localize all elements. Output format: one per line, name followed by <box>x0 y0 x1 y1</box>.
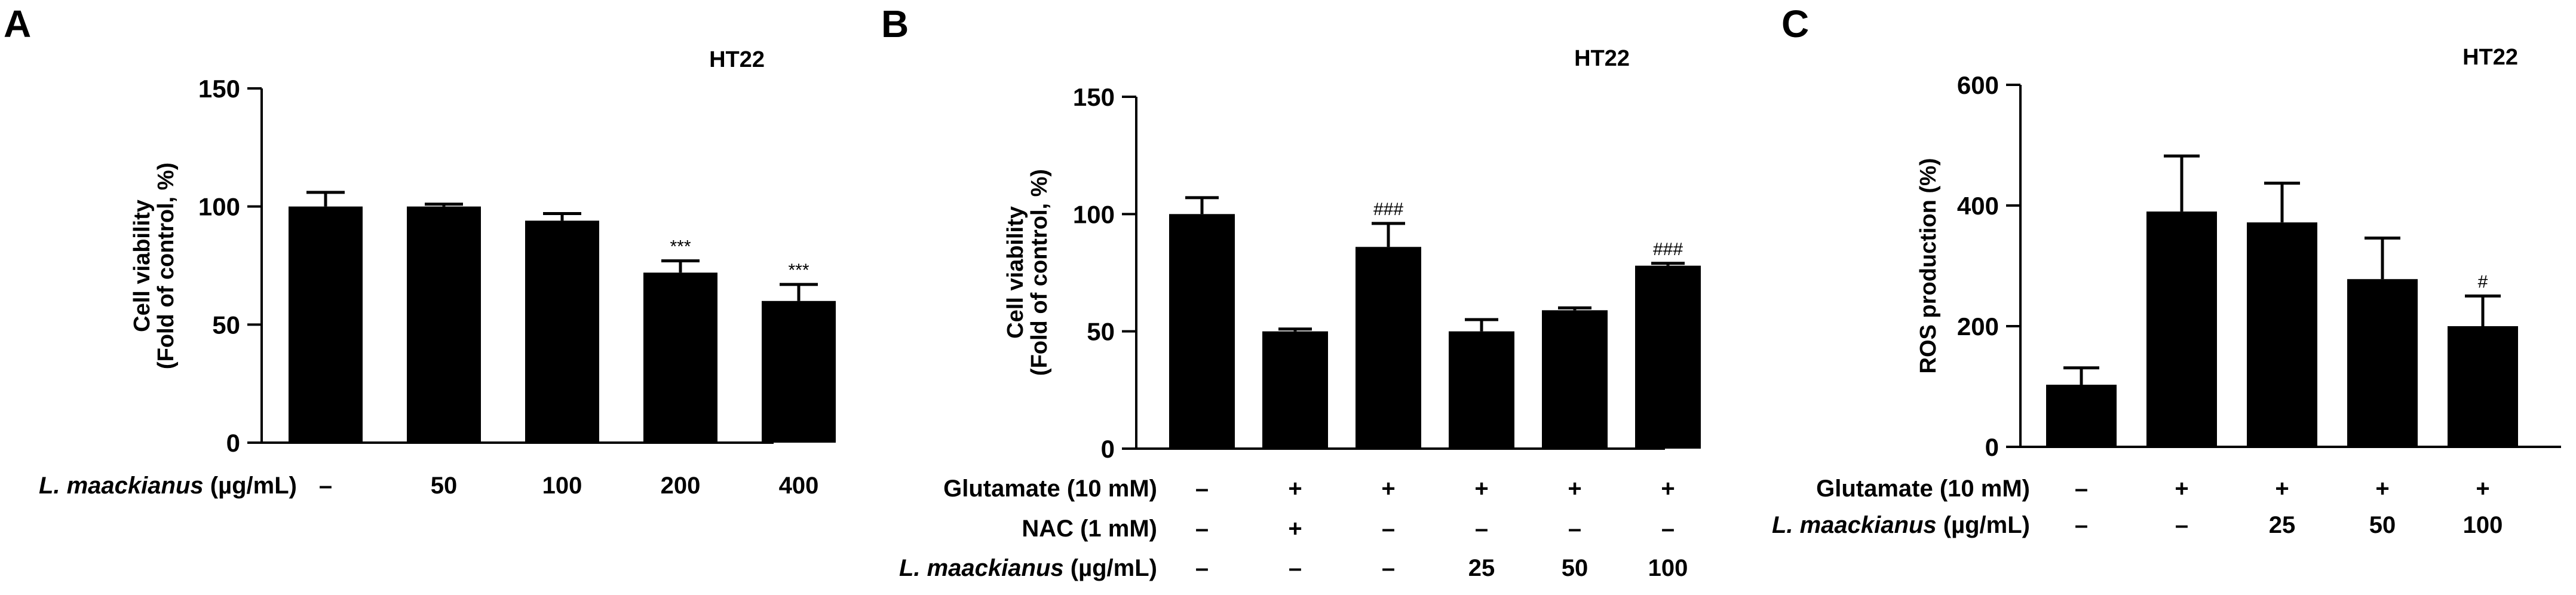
y-axis-label-line2: (Fold of control, %) <box>154 162 179 369</box>
bar <box>289 206 363 443</box>
treatment-cell: + <box>2175 476 2188 502</box>
treatment-cell: 400 <box>779 473 819 499</box>
treatment-cell: + <box>2476 476 2489 502</box>
bar <box>643 272 717 443</box>
treatment-cell: 50 <box>2369 512 2396 538</box>
significance-mark: ### <box>1373 200 1403 219</box>
bar <box>2347 279 2418 447</box>
treatment-cell: 25 <box>2269 512 2296 538</box>
treatment-cell: 100 <box>542 473 582 499</box>
treatment-cell: + <box>2275 476 2289 502</box>
significance-mark: ### <box>1653 240 1683 259</box>
treatment-cell: – <box>1382 555 1395 581</box>
treatment-row-label: L. maackianus (µg/mL) <box>899 555 1157 581</box>
significance-mark: *** <box>788 260 809 280</box>
panel-letter-c: C <box>1781 2 1809 45</box>
significance-mark: *** <box>670 237 691 257</box>
treatment-label-text: (µg/mL) <box>1937 512 2030 538</box>
y-axis-label: Cell viability <box>130 200 155 332</box>
treatment-cell: – <box>1195 476 1209 502</box>
significance-mark: # <box>2478 272 2488 292</box>
treatment-label-text: (µg/mL) <box>1064 555 1157 581</box>
treatment-cell: – <box>1289 555 1302 581</box>
bar <box>2146 211 2217 447</box>
treatment-cell: 100 <box>1648 555 1688 581</box>
y-tick-label: 400 <box>1957 192 1999 220</box>
y-axis-label-line2: (Fold of control, %) <box>1027 169 1052 376</box>
panel-a: HT22 0 50 100 150 Cell viability(Fold of cont… <box>39 47 836 499</box>
treatment-cell: 25 <box>1468 555 1495 581</box>
bar <box>525 220 599 443</box>
treatment-cell: + <box>1288 476 1302 502</box>
treatment-cell: + <box>1288 516 1302 542</box>
treatment-row-label: Glutamate (10 mM) <box>1816 476 2030 502</box>
bar <box>1262 331 1328 449</box>
treatment-cell: + <box>1381 476 1395 502</box>
treatment-cell: – <box>1475 516 1488 542</box>
bar <box>407 206 481 443</box>
treatment-label-italic: L. maackianus <box>1772 512 1937 538</box>
bar <box>1449 331 1514 449</box>
panel-letter-b: B <box>881 2 909 45</box>
bar <box>2046 384 2117 447</box>
treatment-cell: – <box>1568 516 1581 542</box>
y-tick-label: 100 <box>198 193 240 221</box>
bar <box>1169 214 1235 449</box>
treatment-cell: 50 <box>431 473 458 499</box>
treatment-cell: – <box>2175 512 2188 538</box>
y-axis-label: ROS production (%) <box>1916 158 1941 374</box>
panel-c: HT22 0 200 400 600 ROS production (%) # Glutama… <box>1772 45 2561 538</box>
chart-title: HT22 <box>709 47 765 72</box>
chart-title: HT22 <box>2462 45 2518 70</box>
bar <box>2247 222 2317 447</box>
bar <box>1542 310 1608 449</box>
treatment-cell: + <box>1474 476 1488 502</box>
treatment-cell: 100 <box>2463 512 2503 538</box>
y-tick-label: 0 <box>1101 435 1115 463</box>
treatment-label-text: Glutamate (10 mM) <box>1816 476 2030 502</box>
y-tick-label: 0 <box>1985 433 1999 461</box>
treatment-cell: – <box>1195 555 1209 581</box>
treatment-row-label: NAC (1 mM) <box>1022 516 1157 542</box>
bar <box>2448 326 2518 447</box>
treatment-label-italic: L. maackianus <box>39 473 204 499</box>
y-tick-label: 0 <box>226 429 240 457</box>
treatment-cell: 50 <box>1562 555 1588 581</box>
treatment-label-text: (µg/mL) <box>204 473 297 499</box>
treatment-cell: – <box>2075 476 2088 502</box>
y-tick-label: 200 <box>1957 312 1999 341</box>
treatment-row-label: L. maackianus (µg/mL) <box>1772 512 2030 538</box>
treatment-cell: – <box>1195 516 1209 542</box>
y-tick-label: 150 <box>1073 83 1115 111</box>
panel-letter-a: A <box>4 2 31 45</box>
treatment-label-italic: L. maackianus <box>899 555 1064 581</box>
y-tick-label: 50 <box>212 311 240 339</box>
treatment-cell: – <box>319 473 332 499</box>
treatment-label-text: Glutamate (10 mM) <box>943 476 1157 502</box>
treatment-cell: + <box>1661 476 1675 502</box>
treatment-cell: + <box>2375 476 2389 502</box>
bar <box>1356 247 1421 449</box>
bar <box>762 300 836 443</box>
y-tick-label: 150 <box>198 75 240 103</box>
treatment-cell: + <box>1568 476 1581 502</box>
panel-b: HT22 0 50 100 150 Cell viability(Fold of cont… <box>899 46 1701 581</box>
treatment-row-label: L. maackianus (µg/mL) <box>39 473 297 499</box>
treatment-cell: – <box>1661 516 1675 542</box>
y-axis-label: Cell viability <box>1003 206 1028 339</box>
y-tick-label: 600 <box>1957 71 1999 99</box>
treatment-cell: – <box>1382 516 1395 542</box>
treatment-cell: – <box>2075 512 2088 538</box>
y-tick-label: 100 <box>1073 200 1115 228</box>
y-tick-label: 50 <box>1087 318 1115 346</box>
treatment-cell: 200 <box>661 473 701 499</box>
treatment-row-label: Glutamate (10 mM) <box>943 476 1157 502</box>
bar <box>1635 265 1701 449</box>
chart-title: HT22 <box>1574 46 1630 71</box>
treatment-label-text: NAC (1 mM) <box>1022 516 1157 542</box>
